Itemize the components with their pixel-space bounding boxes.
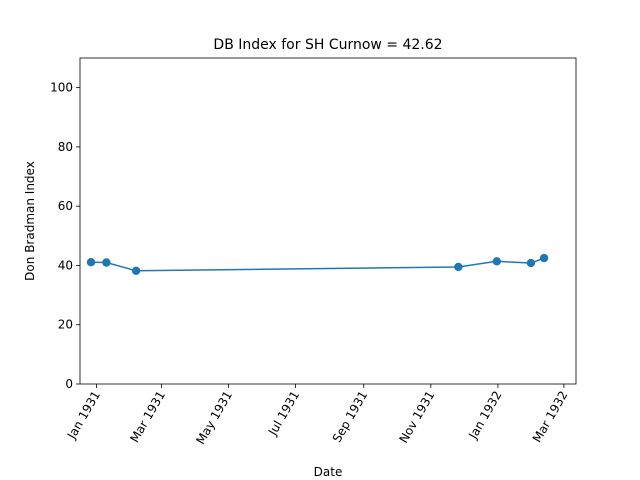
data-point [492,257,502,266]
y-tick-label: 0 [65,377,73,391]
y-tick-label: 80 [58,140,73,154]
data-point [131,266,141,275]
chart-title: DB Index for SH Curnow = 42.62 [213,37,442,53]
y-tick-label: 60 [58,199,73,213]
y-tick-label: 20 [58,318,73,332]
x-axis-label: Date [314,465,343,479]
data-point [539,253,549,263]
data-point [526,258,536,268]
data-point [454,262,463,272]
y-axis-ticks: 0 20 40 60 80 100 [50,81,80,391]
data-point [86,257,96,267]
plot-area [86,253,549,275]
y-axis-label: Don Bradman Index [23,161,37,281]
axes-frame [79,57,577,385]
y-tick-label: 100 [50,81,73,95]
y-tick-label: 40 [58,258,73,272]
data-point [102,258,111,267]
